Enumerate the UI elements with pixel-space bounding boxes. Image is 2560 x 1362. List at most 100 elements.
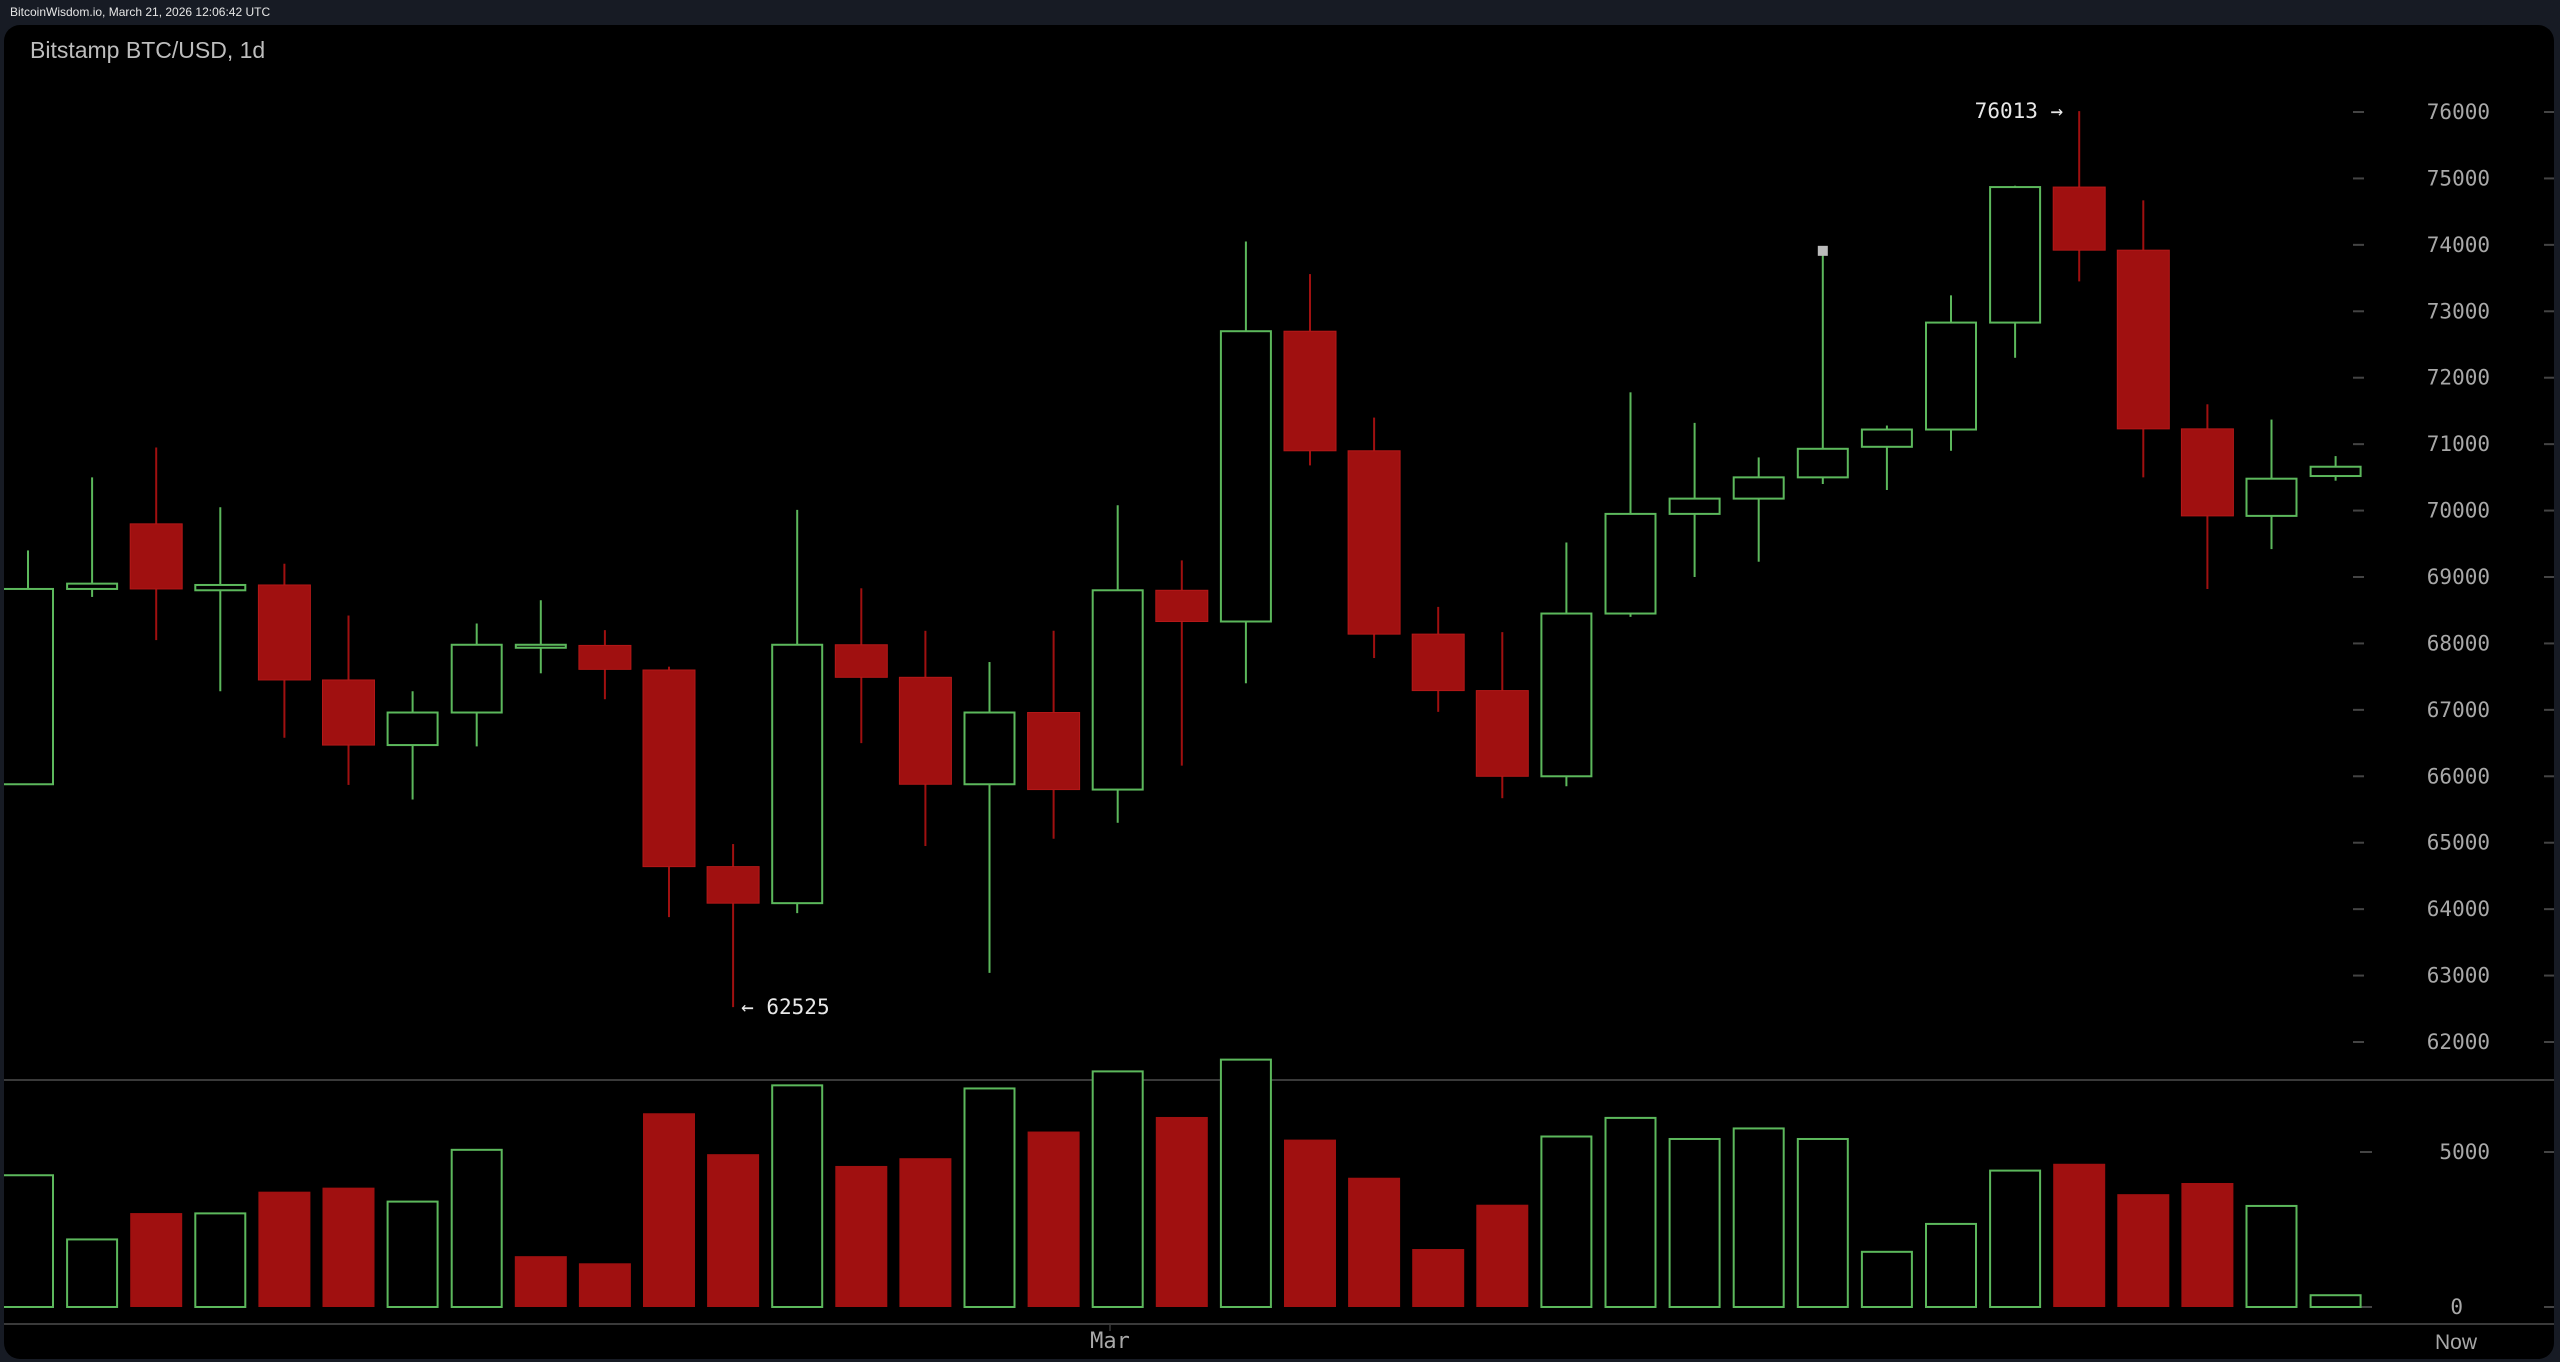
candle[interactable]	[257, 563, 311, 738]
price-tick-label: 71000	[2427, 432, 2490, 456]
volume-bar[interactable]	[322, 1187, 375, 1307]
volume-bar[interactable]	[1668, 1137, 1721, 1308]
price-tick-label: 73000	[2427, 299, 2490, 323]
candle[interactable]	[642, 666, 696, 918]
volume-bar[interactable]	[771, 1084, 824, 1308]
volume-bar[interactable]	[1604, 1116, 1657, 1309]
volume-bar[interactable]	[2245, 1204, 2298, 1308]
candle[interactable]	[578, 630, 632, 700]
candle[interactable]	[1796, 250, 1849, 484]
volume-bar[interactable]	[1476, 1204, 1529, 1307]
candle[interactable]	[771, 509, 824, 914]
price-tick-label: 67000	[2427, 698, 2490, 722]
volume-bar[interactable]	[835, 1165, 888, 1307]
candle[interactable]	[706, 844, 760, 1008]
volume-bar[interactable]	[578, 1263, 631, 1307]
volume-bar[interactable]	[1860, 1250, 1913, 1308]
volume-bar[interactable]	[194, 1212, 247, 1309]
candle[interactable]	[1732, 457, 1785, 562]
candle[interactable]	[1540, 542, 1593, 787]
price-tick-label: 72000	[2427, 366, 2490, 390]
price-tick-label: 66000	[2427, 764, 2490, 788]
x-label-now: Now	[2435, 1331, 2478, 1354]
volume-bar[interactable]	[1412, 1249, 1465, 1307]
chart-frame: Bitstamp BTC/USD, 1d 62000 63000 64000 6500…	[4, 25, 2554, 1359]
volume-bar[interactable]	[1155, 1116, 1208, 1307]
candle[interactable]	[1027, 630, 1081, 839]
candle[interactable]	[514, 600, 567, 674]
price-tick-label: 70000	[2427, 499, 2490, 523]
volume-bar[interactable]	[386, 1200, 439, 1308]
candle[interactable]	[2180, 404, 2234, 589]
volume-bar[interactable]	[258, 1191, 311, 1307]
price-tick-label: 69000	[2427, 565, 2490, 589]
price-tick-label: 62000	[2427, 1030, 2490, 1054]
candle[interactable]	[1604, 392, 1657, 617]
volume-bar[interactable]	[1796, 1137, 1849, 1308]
volume-bars	[4, 1058, 2362, 1309]
candle[interactable]	[1155, 560, 1209, 766]
volume-bar[interactable]	[643, 1113, 695, 1307]
price-tick-label: 76000	[2427, 100, 2490, 124]
candle[interactable]	[1091, 505, 1144, 823]
volume-bar[interactable]	[899, 1158, 952, 1307]
x-label-mar: Mar	[1090, 1329, 1130, 1354]
candle[interactable]	[1668, 422, 1721, 577]
candles	[4, 111, 2362, 1008]
candle[interactable]	[2052, 111, 2106, 282]
volume-bar[interactable]	[130, 1213, 183, 1307]
price-tick-label: 64000	[2427, 897, 2490, 921]
high-annotation: 76013 →	[1975, 99, 2064, 123]
candle[interactable]	[1411, 606, 1465, 712]
volume-bar[interactable]	[2181, 1183, 2234, 1307]
candle[interactable]	[450, 623, 503, 747]
volume-bar[interactable]	[2309, 1294, 2362, 1308]
candle[interactable]	[1475, 632, 1529, 799]
candle[interactable]	[386, 691, 439, 800]
volume-bar[interactable]	[2053, 1163, 2106, 1307]
volume-axis: 0 5000	[2360, 1140, 2554, 1319]
volume-bar[interactable]	[1989, 1169, 2042, 1308]
volume-bar[interactable]	[1732, 1127, 1785, 1308]
price-tick-label: 65000	[2427, 831, 2490, 855]
price-tick-label: 63000	[2427, 964, 2490, 988]
candle[interactable]	[1283, 274, 1337, 466]
volume-bar[interactable]	[2117, 1194, 2170, 1307]
price-axis: 62000 63000 64000 65000 66000 67000 68000 69000…	[2353, 100, 2554, 1054]
volume-bar[interactable]	[450, 1148, 503, 1308]
candle[interactable]	[4, 550, 54, 786]
candle[interactable]	[129, 447, 183, 641]
candle[interactable]	[834, 588, 888, 744]
volume-bar[interactable]	[707, 1154, 760, 1307]
candle[interactable]	[1925, 295, 1977, 451]
candle[interactable]	[2116, 200, 2170, 478]
candlestick-chart[interactable]: 62000 63000 64000 65000 66000 67000 68000 69000…	[4, 25, 2554, 1359]
volume-bar[interactable]	[963, 1087, 1016, 1308]
volume-bar[interactable]	[1091, 1070, 1144, 1309]
candle[interactable]	[194, 507, 247, 692]
chart-title: Bitstamp BTC/USD, 1d	[30, 37, 266, 63]
source-timestamp-bar: BitcoinWisdom.io, March 21, 2026 12:06:4…	[0, 0, 2560, 24]
candle[interactable]	[2309, 456, 2362, 481]
candle[interactable]	[66, 477, 119, 597]
volume-bar[interactable]	[4, 1174, 54, 1308]
candle[interactable]	[322, 615, 375, 785]
candle[interactable]	[1219, 241, 1272, 684]
candle[interactable]	[1989, 185, 2042, 358]
volume-bar[interactable]	[66, 1238, 119, 1309]
volume-bar[interactable]	[1540, 1135, 1593, 1308]
volume-bar[interactable]	[1925, 1222, 1977, 1309]
volume-bar[interactable]	[1348, 1177, 1401, 1307]
candle[interactable]	[963, 662, 1016, 973]
candle[interactable]	[1860, 425, 1913, 490]
low-annotation: ← 62525	[741, 995, 830, 1019]
volume-bar[interactable]	[1027, 1131, 1080, 1307]
price-tick-label: 75000	[2427, 166, 2490, 190]
volume-bar[interactable]	[514, 1256, 567, 1307]
price-tick-label: 68000	[2427, 631, 2490, 655]
volume-bar[interactable]	[1284, 1139, 1336, 1307]
candle[interactable]	[898, 630, 952, 847]
volume-bar[interactable]	[1219, 1058, 1272, 1308]
candle[interactable]	[2245, 419, 2298, 550]
candle[interactable]	[1347, 417, 1401, 659]
